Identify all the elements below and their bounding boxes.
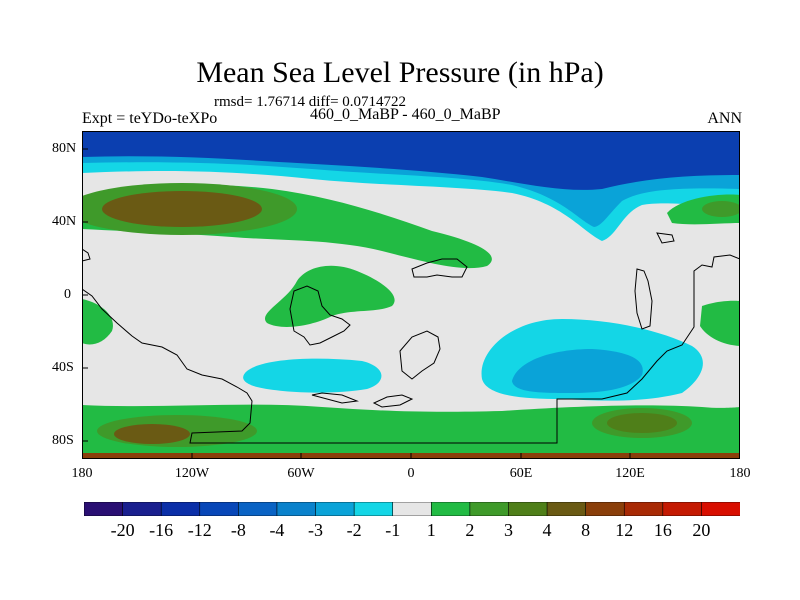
lon-label-120e: 120E xyxy=(615,466,645,481)
lon-label-60e: 60E xyxy=(509,466,533,481)
colorbar-label: -20 xyxy=(110,520,135,540)
colorbar-label: 4 xyxy=(542,520,552,540)
colorbar-cell xyxy=(160,502,201,516)
north-east-mid-core xyxy=(702,201,740,217)
colorbar-cell xyxy=(238,502,278,516)
lat-label-80n: 80N xyxy=(52,141,77,156)
pressure-map xyxy=(82,131,740,459)
lat-label-40s: 40S xyxy=(52,360,74,375)
colorbar-cell xyxy=(84,502,124,516)
colorbar-cell xyxy=(585,502,625,516)
lat-label-40n: 40N xyxy=(52,214,77,229)
coastlines xyxy=(82,232,740,444)
north-pacific-high-core xyxy=(102,191,262,227)
lat-label-eq: 0 xyxy=(64,287,71,302)
colorbar-label: -8 xyxy=(230,520,246,540)
colorbar-cell xyxy=(315,502,355,516)
colorbar-label: -2 xyxy=(346,520,362,540)
colorbar-label: 1 xyxy=(426,520,436,540)
colorbar-label: -12 xyxy=(187,520,212,540)
plot-subtitle: 460_0_MaBP - 460_0_MaBP xyxy=(310,106,501,123)
colorbar-label: -4 xyxy=(269,520,285,540)
colorbar-cell xyxy=(701,502,740,516)
south-indian-high-core xyxy=(607,413,677,433)
south-pacific-high-core xyxy=(114,424,190,444)
lon-label-180w: 180 xyxy=(71,466,93,481)
colorbar-cell xyxy=(546,502,587,516)
axis-ticks xyxy=(82,148,740,459)
indian-ocean-negative-core xyxy=(512,349,643,393)
colorbar-cell xyxy=(276,502,317,516)
colorbar-label: 12 xyxy=(615,520,634,540)
colorbar-label: 3 xyxy=(503,520,513,540)
lon-label-180e: 180 xyxy=(729,466,751,481)
south-atlantic-negative-area xyxy=(243,358,382,393)
colorbar-label: 8 xyxy=(581,520,591,540)
lon-label-0: 0 xyxy=(407,466,415,481)
north-negative-deep-band xyxy=(82,131,740,190)
colorbar-label: 20 xyxy=(692,520,711,540)
lon-label-60w: 60W xyxy=(287,466,315,481)
colorbar-label: -16 xyxy=(149,520,174,540)
west-tropical-positive-area xyxy=(82,299,113,345)
experiment-label: Expt = teYDo-teXPo xyxy=(82,110,218,127)
colorbar-cell xyxy=(199,502,239,516)
colorbar-cell xyxy=(392,502,432,516)
lat-label-80s: 80S xyxy=(52,433,74,448)
east-tropical-positive-area xyxy=(700,300,740,346)
colorbar-label: -1 xyxy=(385,520,401,540)
rmsd-diff-stats: rmsd= 1.76714 diff= 0.0714722 xyxy=(214,94,407,110)
south-america-positive-area xyxy=(264,265,395,327)
colorbar-cell xyxy=(122,502,162,516)
lon-label-120w: 120W xyxy=(174,466,210,481)
plot-title: Mean Sea Level Pressure (in hPa) xyxy=(196,56,604,89)
colorbar xyxy=(84,502,740,516)
season-label: ANN xyxy=(707,110,742,127)
southern-ocean-positive-belt xyxy=(82,404,740,459)
colorbar-label: -3 xyxy=(308,520,324,540)
colorbar-cell xyxy=(662,502,703,516)
colorbar-cell xyxy=(623,502,664,516)
colorbar-label: 2 xyxy=(465,520,475,540)
colorbar-cell xyxy=(353,502,394,516)
colorbar-label: 16 xyxy=(653,520,672,540)
colorbar-cell xyxy=(430,502,471,516)
colorbar-cell xyxy=(508,502,548,516)
colorbar-cell xyxy=(469,502,510,516)
